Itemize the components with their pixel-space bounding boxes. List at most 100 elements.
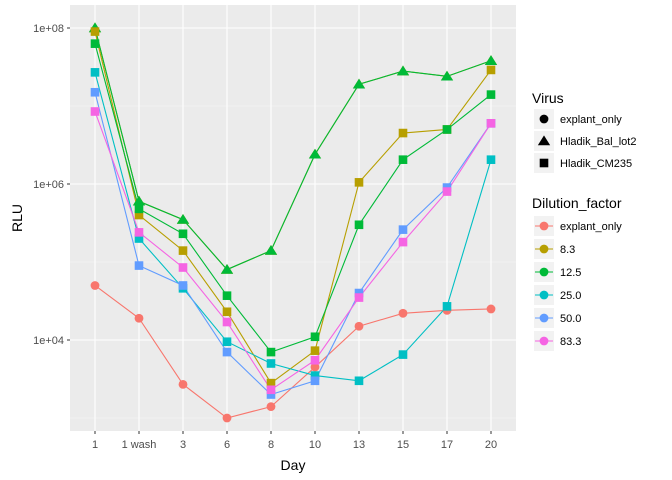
data-point [134,210,144,220]
legend-shape-marker [539,114,549,124]
data-point [310,362,320,372]
legend-shape-label: explant_only [560,114,622,126]
legend-color-title: Dilution_factor [532,195,622,211]
data-point [266,402,276,412]
data-point [442,125,452,134]
data-point [264,245,278,255]
legend-color-label: 83.3 [560,336,581,348]
data-point [90,68,100,77]
data-point [440,70,454,81]
data-point [222,317,232,327]
data-point [308,148,322,159]
x-tick-label: 20 [485,439,497,451]
data-point [90,107,100,116]
data-point [442,302,452,311]
x-tick-label: 1 wash [122,439,157,451]
data-point [354,178,364,187]
grid-minor [70,105,516,419]
legend-color-marker [539,221,549,231]
data-point [178,246,188,255]
legend-shape-marker [539,158,549,168]
legend-shape-title: Virus [532,90,564,106]
data-point [266,378,276,388]
data-point [90,39,100,48]
data-point [486,155,496,164]
legend-color-label: 50.0 [560,313,581,325]
data-point [354,293,364,302]
data-point [222,307,232,317]
legend-shape-label: Hladik_Bal_lot2 [560,136,636,148]
data-point [178,379,188,389]
legend-shape-entries: explant_only Hladik_Bal_lot2 Hladik_CM235 [534,109,636,173]
x-tick-label: 3 [180,439,186,451]
data-point [354,376,364,386]
data-point [220,263,234,274]
data-point [354,321,364,331]
data-point [134,204,144,214]
y-tick-label: 1e+06 [33,179,64,191]
x-tick-label: 10 [309,439,321,451]
data-point [222,337,232,347]
data-point [398,308,408,318]
data-point [398,225,408,234]
data-point [310,346,320,355]
data-point [90,27,100,36]
y-axis-title: RLU [9,204,25,232]
data-point [486,65,496,75]
legend-color-marker [539,267,549,277]
data-point [486,119,496,128]
data-point [266,347,276,357]
data-point [354,220,364,230]
legend-color-entries: explant_only 8.3 12.5 25.0 50.0 83.3 [534,216,622,351]
data-point [134,313,144,323]
data-point [90,87,100,97]
data-point [310,332,320,342]
x-tick-label: 6 [224,439,230,451]
legend-color-label: explant_only [560,221,622,233]
legend-shape-label: Hladik_CM235 [560,158,632,170]
data-point [176,213,190,224]
series-line [94,72,492,382]
data-point [222,291,232,300]
data-point [90,281,100,290]
legend-color-marker [539,290,549,300]
data-point [134,228,144,237]
series-line [94,111,492,391]
legend-color-marker [539,313,549,323]
data-point [398,128,408,138]
data-point [398,237,408,247]
data-point [178,263,188,272]
x-tick-label: 8 [268,439,274,451]
data-point [442,187,452,196]
y-tick-label: 1e+04 [33,335,64,347]
y-tick-label: 1e+08 [33,23,64,35]
data-point [178,281,188,290]
legend-color-marker [539,244,549,254]
series-line [94,285,492,419]
data-point [486,90,496,99]
x-tick-label: 1 [92,439,98,451]
data-point [134,261,144,270]
data-point [178,229,188,239]
data-point [486,304,496,314]
data-point [310,371,320,380]
legend-color-label: 12.5 [560,267,581,279]
x-axis-title: Day [281,457,306,473]
data-point [310,376,320,386]
data-point [266,359,276,368]
data-point [132,195,146,206]
data-point [354,288,364,298]
data-point [222,347,232,357]
data-point [266,390,276,399]
data-point [266,385,276,395]
legend-color-marker [539,336,549,346]
series-lines [94,27,492,419]
data-point [396,65,410,76]
y-axis: 1e+04 1e+06 1e+08 [33,23,70,347]
data-point [310,355,320,365]
series-points [88,22,498,423]
x-tick-label: 17 [441,439,453,451]
data-point [398,350,408,359]
series-line [94,92,492,396]
data-point [134,234,144,243]
